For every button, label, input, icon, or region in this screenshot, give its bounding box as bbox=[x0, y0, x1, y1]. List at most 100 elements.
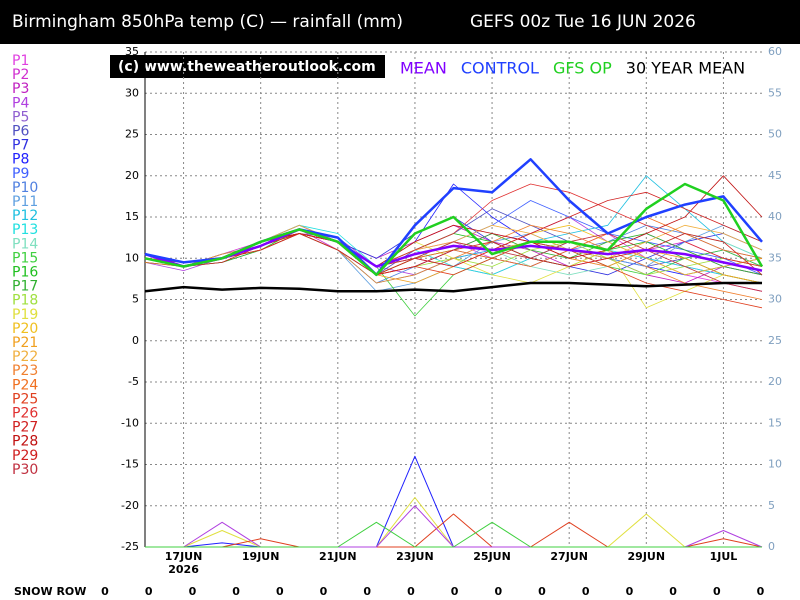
snow-row-value: 0 bbox=[320, 585, 328, 598]
legend-entry: P18 bbox=[12, 293, 38, 309]
series-line bbox=[144, 191, 763, 276]
legend-entry: P6 bbox=[12, 124, 29, 140]
snow-row-value: 0 bbox=[757, 585, 765, 598]
y2-tick-label: 40 bbox=[768, 210, 782, 223]
y-tick-label: -10 bbox=[121, 416, 139, 429]
y-tick-label: -25 bbox=[121, 540, 139, 553]
y-tick-label: 10 bbox=[125, 251, 139, 264]
y2-tick-label: 10 bbox=[768, 458, 782, 471]
x-tick-label: 17JUN bbox=[165, 550, 203, 563]
snow-row-value: 0 bbox=[189, 585, 197, 598]
legend-entry: P9 bbox=[12, 166, 29, 182]
legend-entry: P24 bbox=[12, 377, 38, 393]
legend-entry: MEAN bbox=[400, 59, 447, 78]
x-tick-label: 21JUN bbox=[319, 550, 357, 563]
snow-row-label: SNOW ROW bbox=[14, 585, 86, 598]
copyright-box bbox=[110, 55, 385, 78]
legend-entry: P13 bbox=[12, 222, 38, 238]
x-tick-label: 1JUL bbox=[710, 550, 738, 563]
y-tick-label: 35 bbox=[125, 45, 139, 58]
legend-entry: P1 bbox=[12, 53, 29, 69]
legend-entry: P26 bbox=[12, 406, 38, 422]
y2-tick-label: 35 bbox=[768, 251, 782, 264]
snow-row-value: 0 bbox=[713, 585, 721, 598]
snow-row-value: 0 bbox=[232, 585, 240, 598]
legend-entry: CONTROL bbox=[461, 59, 539, 78]
x-tick-label: 23JUN bbox=[396, 550, 434, 563]
legend-entry: P20 bbox=[12, 321, 38, 337]
series-line bbox=[145, 513, 763, 548]
snow-row-value: 0 bbox=[494, 585, 502, 598]
y2-tick-label: 55 bbox=[768, 86, 782, 99]
legend-entry: P27 bbox=[12, 420, 38, 436]
series-line bbox=[144, 233, 763, 276]
series-line bbox=[145, 497, 762, 548]
snow-row-value: 0 bbox=[363, 585, 371, 598]
series-line bbox=[144, 200, 763, 276]
legend-entry: P30 bbox=[12, 462, 38, 478]
x-tick-label: 29JUN bbox=[628, 550, 666, 563]
series-line bbox=[144, 228, 763, 272]
legend-entry: P3 bbox=[12, 81, 29, 97]
y2-tick-label: 0 bbox=[768, 540, 775, 553]
copyright: (c) www.theweatheroutlook.com bbox=[118, 59, 376, 75]
legend-entry: P10 bbox=[12, 180, 38, 196]
legend-entry: P25 bbox=[12, 391, 38, 407]
snow-row-value: 0 bbox=[669, 585, 677, 598]
y2-tick-label: 20 bbox=[768, 375, 782, 388]
title-bar bbox=[0, 0, 800, 44]
y2-tick-label: 50 bbox=[768, 128, 782, 141]
y-tick-label: 0 bbox=[132, 334, 139, 347]
x-tick-year: 2026 bbox=[168, 563, 199, 576]
legend-entry: GFS OP bbox=[553, 59, 612, 78]
y-tick-label: 20 bbox=[125, 169, 139, 182]
y2-tick-label: 30 bbox=[768, 293, 782, 306]
series-line bbox=[145, 521, 762, 548]
series-line bbox=[144, 229, 763, 292]
legend-entry: P16 bbox=[12, 265, 38, 281]
x-tick-label: 25JUN bbox=[473, 550, 511, 563]
legend-entry: P5 bbox=[12, 109, 29, 125]
legend-entry: P8 bbox=[12, 152, 29, 168]
legend-entry: P12 bbox=[12, 208, 38, 224]
legend-entry: P11 bbox=[12, 194, 38, 210]
series-line bbox=[144, 233, 763, 309]
y-tick-label: -5 bbox=[128, 375, 139, 388]
snow-row-value: 0 bbox=[626, 585, 634, 598]
y2-tick-label: 25 bbox=[768, 334, 782, 347]
run-label: GEFS 00z Tue 16 JUN 2026 bbox=[470, 12, 696, 32]
series-line bbox=[145, 505, 763, 548]
x-tick-label: 19JUN bbox=[242, 550, 280, 563]
y-tick-label: 5 bbox=[132, 293, 139, 306]
series-line bbox=[144, 281, 762, 293]
legend-entry: 30 YEAR MEAN bbox=[626, 59, 745, 78]
legend-entry: P22 bbox=[12, 349, 38, 365]
y-tick-label: 30 bbox=[125, 86, 139, 99]
y-tick-label: -20 bbox=[121, 499, 139, 512]
y-tick-label: -15 bbox=[121, 458, 139, 471]
legend-entry: P4 bbox=[12, 95, 29, 111]
y-tick-label: 15 bbox=[125, 210, 139, 223]
snow-row-value: 0 bbox=[582, 585, 590, 598]
snow-row-value: 0 bbox=[101, 585, 109, 598]
y2-tick-label: 5 bbox=[768, 499, 775, 512]
y2-tick-label: 15 bbox=[768, 416, 782, 429]
snow-row-value: 0 bbox=[538, 585, 546, 598]
legend-entry: P29 bbox=[12, 448, 38, 464]
legend-entry: P14 bbox=[12, 236, 38, 252]
legend-entry: P7 bbox=[12, 138, 29, 154]
legend-entry: P28 bbox=[12, 434, 38, 450]
y2-tick-label: 60 bbox=[768, 45, 782, 58]
legend-entry: P21 bbox=[12, 335, 38, 351]
snow-row-value: 0 bbox=[276, 585, 284, 598]
y-tick-label: 25 bbox=[125, 128, 139, 141]
legend-entry: P2 bbox=[12, 67, 29, 83]
legend-entry: P15 bbox=[12, 250, 38, 266]
chart-title: Birmingham 850hPa temp (C) — rainfall (m… bbox=[12, 12, 403, 32]
series-line bbox=[144, 182, 764, 277]
legend-entry: P23 bbox=[12, 363, 38, 379]
snow-row-value: 0 bbox=[407, 585, 415, 598]
snow-row-value: 0 bbox=[451, 585, 459, 598]
snow-row-value: 0 bbox=[145, 585, 153, 598]
